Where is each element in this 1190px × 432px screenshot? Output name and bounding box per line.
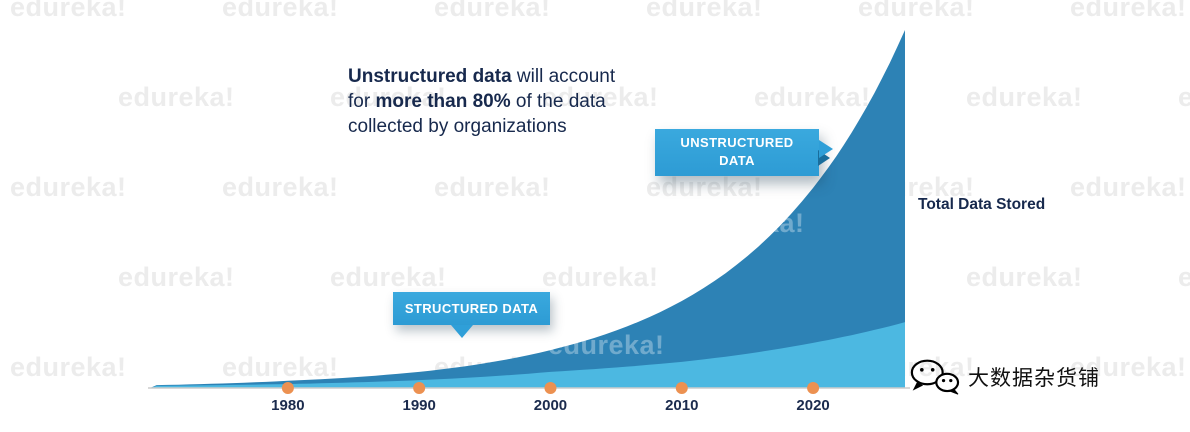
chart-headline: Unstructured data will account for more t… [348,64,615,139]
structured-data-callout: STRUCTURED DATA [393,292,550,338]
watermark-text: edureka! [542,262,659,292]
watermark-text: edureka! [858,0,975,22]
x-tick-label: 2000 [533,397,568,414]
callout-pointer-right [819,140,833,158]
watermark-text: edureka! [966,262,1083,292]
watermark-text: edureka! [754,82,871,112]
timeline-dot [544,382,557,394]
x-tick-label: 1990 [402,397,436,414]
watermark-text: edureka! [222,0,339,22]
x-tick-label: 2020 [796,397,830,414]
watermark-text: edureka! [966,82,1083,112]
unstructured-callout-line2: DATA [719,153,755,168]
watermark-text: edureka! [434,172,551,202]
watermark-text: edureka! [1178,262,1190,292]
structured-callout-label: STRUCTURED DATA [404,301,539,316]
watermark-text: edureka! [10,172,127,202]
unstructured-callout-line1: UNSTRUCTURED [680,135,794,150]
headline-line: for more than 80% of the data [348,91,606,112]
timeline-dot [281,382,294,394]
watermark-text: edureka! [10,352,127,382]
watermark-text: edureka! [330,262,447,292]
callout-pointer-down [451,325,473,338]
wechat-icon [910,359,960,395]
total-area [150,30,905,388]
watermark-text: edureka! [118,82,235,112]
watermark-text: edureka! [646,0,763,22]
watermark-overlay-text: edureka! [688,208,805,238]
watermark-text: edureka! [222,352,339,382]
watermark-text: edureka! [646,172,763,202]
watermark-text: edureka! [1178,82,1190,112]
structured-area [150,322,905,388]
brand-name: 大数据杂货铺 [968,367,1100,390]
watermark-text: edureka! [10,0,127,22]
watermark-text: edureka! [434,0,551,22]
watermark-text: edureka! [1070,0,1187,22]
x-tick-label: 1980 [271,397,305,414]
watermark-text: edureka! [118,262,235,292]
headline-line: Unstructured data will account [348,66,616,87]
total-data-stored-label: Total Data Stored [918,196,1046,213]
watermark-text: edureka! [1070,352,1187,382]
watermark-text: edureka! [1070,172,1187,202]
x-tick-label: 2010 [665,397,699,414]
timeline-dot [675,382,688,394]
headline-line: collected by organizations [348,116,567,137]
watermark-text: edureka! [542,82,659,112]
watermark-overlay-text: edureka! [548,330,665,360]
unstructured-data-callout: UNSTRUCTURED DATA [655,129,833,176]
timeline-dot [807,382,820,394]
watermark-text: edureka! [330,82,447,112]
brand-footer: 大数据杂货铺 [906,358,1100,396]
watermark-text: edureka! [222,172,339,202]
timeline-dot [413,382,426,394]
